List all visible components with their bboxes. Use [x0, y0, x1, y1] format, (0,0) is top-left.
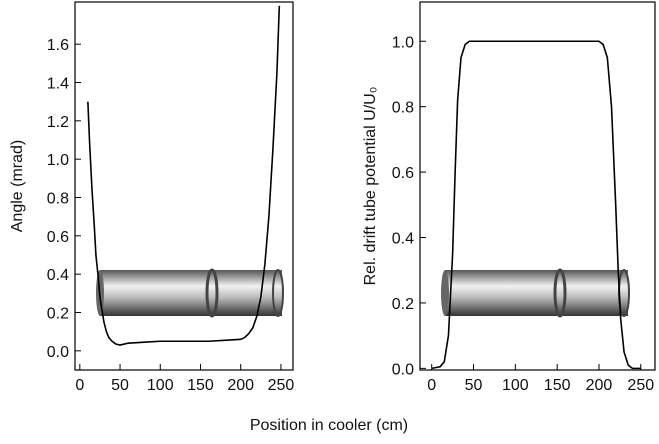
y-tick-label: 1.6: [47, 37, 69, 54]
x-tick-label: 100: [147, 377, 174, 394]
x-tick-label: 150: [187, 377, 214, 394]
x-tick-label: 250: [627, 377, 654, 394]
y-tick-label: 0.4: [392, 231, 414, 248]
x-tick-label: 250: [268, 377, 295, 394]
y-tick-label: 0.2: [392, 296, 414, 313]
y-tick-label: 0.2: [47, 306, 69, 323]
y-tick-label: 0.8: [47, 191, 69, 208]
y-tick-label: 0.4: [47, 267, 69, 284]
plot-frame: [74, 1, 294, 371]
x-tick-label: 200: [227, 377, 254, 394]
y-tick-label: 1.0: [47, 152, 69, 169]
y-axis-label: Angle (mrad): [9, 140, 26, 232]
data-line: [431, 40, 641, 370]
y-tick-label: 1.4: [47, 76, 69, 93]
y-tick-label: 1.2: [47, 114, 69, 131]
x-tick-label: 100: [502, 377, 529, 394]
y-tick-label: 0.8: [392, 100, 414, 117]
y-tick-label: 0.0: [392, 361, 414, 378]
x-tick-label: 0: [75, 377, 84, 394]
y-tick-label: 0.6: [47, 229, 69, 246]
y-tick-label: 0.6: [392, 165, 414, 182]
drift-tube-right: [441, 268, 630, 318]
x-axis-label: Position in cooler (cm): [250, 417, 408, 434]
x-tick-label: 200: [586, 377, 613, 394]
plot-frame: [419, 1, 656, 371]
y-tick-label: 0.0: [47, 344, 69, 361]
x-tick-label: 150: [544, 377, 571, 394]
y-axis-label: Rel. drift tube potential U/U₀: [362, 87, 379, 286]
x-tick-label: 0: [427, 377, 436, 394]
y-tick-label: 1.0: [392, 34, 414, 51]
data-line: [87, 5, 281, 346]
drift-tube-left: [96, 268, 284, 318]
x-tick-label: 50: [111, 377, 129, 394]
x-tick-label: 50: [465, 377, 483, 394]
